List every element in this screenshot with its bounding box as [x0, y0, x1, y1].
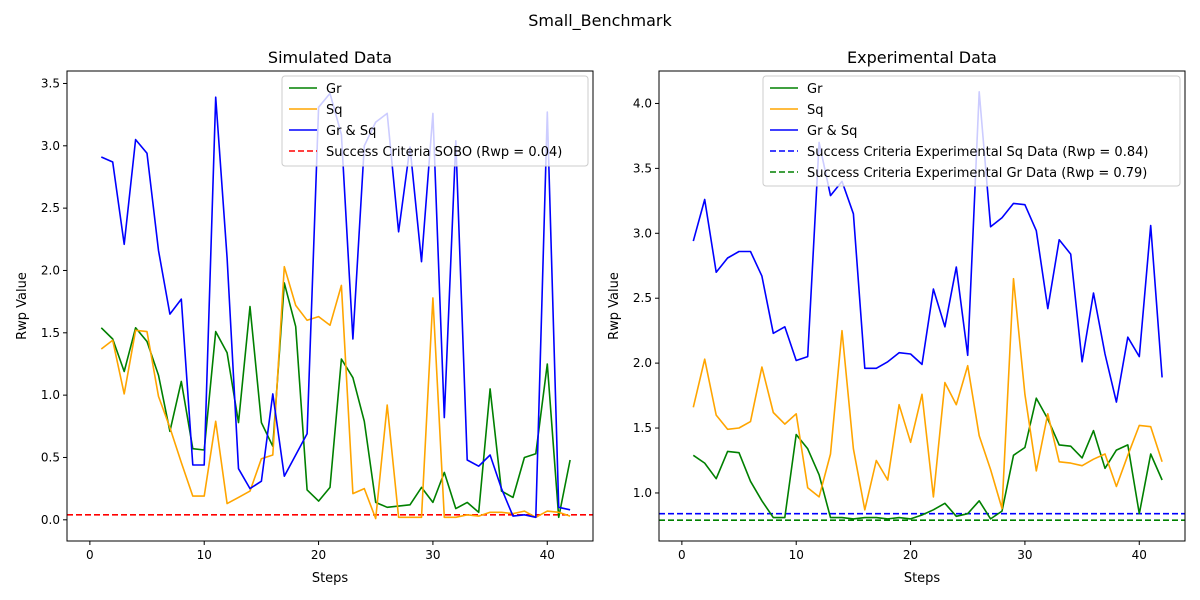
x-tick-label: 0 — [86, 548, 94, 562]
y-tick-label: 0.0 — [41, 513, 60, 527]
x-tick-label: 10 — [789, 548, 804, 562]
legend-box — [281, 75, 589, 167]
x-ticks: 0 10 20 30 40 — [86, 541, 555, 562]
x-tick-label: 10 — [197, 548, 212, 562]
legend-label: Success Criteria Experimental Sq Data (R… — [807, 145, 1148, 160]
x-tick-label: 0 — [678, 548, 686, 562]
y-ticks: 1.0 1.5 2.0 2.5 3.0 3.5 4.0 — [633, 96, 659, 500]
y-tick-label: 1.0 — [41, 388, 60, 402]
y-tick-label: 3.0 — [41, 139, 60, 153]
legend-label: Success Criteria SOBO (Rwp = 0.04) — [326, 145, 562, 160]
series-line-sq — [692, 277, 1163, 511]
legend-label: Success Criteria Experimental Gr Data (R… — [807, 166, 1147, 181]
y-tick-label: 2.0 — [633, 356, 652, 370]
x-axis-label: Steps — [904, 571, 941, 586]
reference-lines — [659, 512, 1185, 522]
y-tick-label: 2.5 — [633, 291, 652, 305]
y-axis-label: Rwp Value — [607, 272, 622, 340]
y-tick-label: 2.0 — [41, 263, 60, 277]
plot-frame — [66, 70, 594, 542]
y-tick-label: 3.5 — [633, 161, 652, 175]
legend-label: Sq — [807, 103, 824, 118]
chart-title: Simulated Data — [268, 48, 392, 67]
x-tick-label: 30 — [425, 548, 440, 562]
y-tick-label: 1.5 — [633, 421, 652, 435]
plot-frame — [658, 70, 1186, 542]
legend-label: Sq — [326, 103, 343, 118]
chart-title: Experimental Data — [847, 48, 997, 67]
x-tick-label: 20 — [903, 548, 918, 562]
series-lines — [692, 91, 1163, 520]
series-line-sq — [100, 265, 571, 520]
x-tick-label: 40 — [1132, 548, 1147, 562]
simulated-data-chart: Simulated Data Steps Rwp Value 0 10 20 30 40… — [15, 48, 594, 586]
y-tick-label: 2.5 — [41, 201, 60, 215]
legend: Gr Sq Gr & Sq Success Criteria Experimental… — [762, 75, 1181, 187]
y-ticks: 0.0 0.5 1.0 1.5 2.0 2.5 3.0 3.5 — [41, 76, 67, 527]
x-tick-label: 20 — [311, 548, 326, 562]
legend-label: Gr — [326, 82, 342, 97]
y-tick-label: 4.0 — [633, 96, 652, 110]
figure-title: Small_Benchmark — [528, 11, 672, 31]
y-tick-label: 3.0 — [633, 226, 652, 240]
y-tick-label: 0.5 — [41, 450, 60, 464]
legend-box — [762, 75, 1181, 187]
y-tick-label: 1.0 — [633, 486, 652, 500]
y-tick-label: 1.5 — [41, 326, 60, 340]
x-ticks: 0 10 20 30 40 — [678, 541, 1147, 562]
x-tick-label: 40 — [540, 548, 555, 562]
experimental-data-chart: Experimental Data Steps Rwp Value 0 10 20 3… — [607, 48, 1186, 586]
legend: Gr Sq Gr & Sq Success Criteria SOBO (Rwp = … — [281, 75, 589, 167]
legend-label: Gr — [807, 82, 823, 97]
y-axis-label: Rwp Value — [15, 272, 30, 340]
legend-label: Gr & Sq — [326, 124, 376, 139]
y-tick-label: 3.5 — [41, 76, 60, 90]
series-line-gr — [100, 282, 571, 519]
series-line-gr-sq — [692, 91, 1163, 403]
legend-label: Gr & Sq — [807, 124, 857, 139]
x-axis-label: Steps — [312, 571, 349, 586]
x-tick-label: 30 — [1017, 548, 1032, 562]
series-line-gr — [692, 397, 1163, 520]
